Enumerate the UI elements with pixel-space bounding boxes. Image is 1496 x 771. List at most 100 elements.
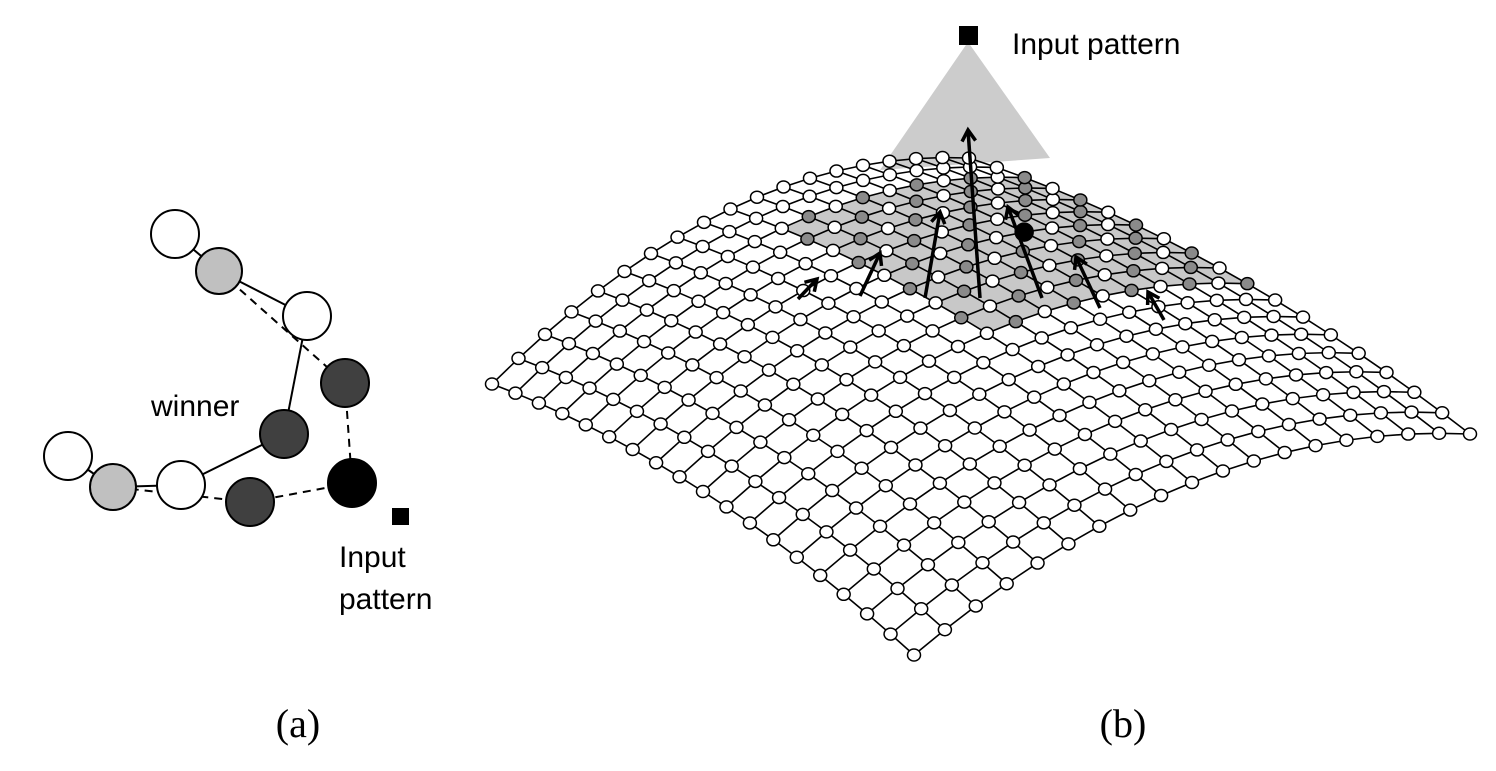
mesh-node [1156, 231, 1172, 246]
updated-chain-link [218, 270, 346, 384]
mesh-node [653, 417, 668, 431]
mesh-node [1175, 340, 1190, 354]
mesh-node [992, 439, 1007, 454]
mesh-node [1103, 447, 1118, 461]
mesh-node [926, 516, 942, 530]
mesh-node [590, 284, 606, 298]
mesh-node [1042, 478, 1057, 492]
mesh-node [1261, 349, 1277, 363]
mesh-node [834, 407, 850, 422]
mesh-node [908, 151, 924, 166]
mesh-node [1251, 424, 1266, 439]
mesh-neighbor-node [1183, 260, 1199, 275]
mesh-node [1209, 293, 1225, 308]
mesh-node [818, 326, 833, 340]
mesh-node [802, 189, 817, 204]
mesh-node [617, 264, 632, 279]
mesh-neighbor-node [1066, 296, 1081, 310]
mesh-node [821, 296, 836, 311]
mesh-node [1180, 296, 1195, 310]
mesh-node [1264, 328, 1279, 342]
mesh-node [1067, 498, 1082, 512]
mesh-node [681, 393, 696, 407]
mesh-node [829, 164, 844, 178]
mesh-node [1323, 328, 1339, 342]
mesh-node [1236, 310, 1252, 325]
mesh-node [979, 326, 995, 341]
mesh-node [921, 354, 937, 368]
mesh-node [1122, 305, 1137, 319]
mesh-node [1293, 327, 1309, 341]
mesh-node [511, 351, 526, 366]
mesh-node [839, 372, 854, 387]
mesh-node [1040, 280, 1055, 295]
mesh-node [812, 568, 828, 583]
caption-a: (a) [276, 701, 320, 746]
mesh-node [1318, 365, 1334, 380]
mesh-node [1052, 408, 1067, 423]
mesh-node [950, 339, 966, 354]
mesh-neighbor-node [1072, 218, 1088, 233]
mesh-node [774, 221, 790, 236]
mesh-node [899, 309, 915, 323]
mesh-neighbor-node [1011, 289, 1026, 303]
mesh-node [1255, 397, 1270, 411]
mesh-node [942, 403, 958, 418]
update-arrow [796, 277, 819, 301]
mesh-node [729, 420, 744, 435]
mesh-node [1142, 373, 1157, 388]
mesh-node [747, 234, 763, 249]
mesh-neighbor-node [906, 233, 922, 248]
mesh-node [936, 188, 951, 203]
mesh-node [677, 430, 692, 445]
mesh-node [629, 404, 645, 419]
mesh-node [749, 190, 765, 204]
mesh-node [1168, 393, 1183, 407]
winner-neuron [327, 458, 377, 508]
mesh-neighbor-node [909, 178, 924, 192]
update-arrowhead [868, 249, 884, 267]
mesh-neighbor-node [1013, 265, 1029, 280]
mesh-node [765, 330, 780, 345]
mesh-node [846, 309, 861, 324]
neuron-white [156, 460, 206, 510]
update-arrowhead [1003, 203, 1020, 221]
update-arrowhead [1072, 253, 1088, 271]
mesh-node [1097, 268, 1112, 282]
update-arrows [796, 126, 1166, 321]
mesh-node [1153, 488, 1169, 503]
mesh-node [1295, 310, 1311, 324]
mesh-node [882, 183, 897, 198]
mesh-node [582, 381, 597, 395]
mesh-neighbor-node [853, 231, 868, 246]
mesh-node [823, 268, 839, 283]
mesh-node [709, 370, 724, 385]
mesh-node [842, 543, 858, 557]
mesh-neighbor-node [908, 213, 923, 227]
mesh-node [827, 220, 842, 235]
mesh-node [733, 384, 748, 398]
mesh-node [564, 305, 579, 319]
update-arrow [1146, 291, 1166, 321]
mesh-node [1034, 331, 1049, 345]
mesh-node [578, 418, 594, 432]
mesh-node [609, 357, 625, 371]
mesh-node [1001, 372, 1016, 387]
mesh-node [866, 562, 882, 576]
neuron-light-grey [195, 247, 243, 295]
mesh-node [748, 211, 764, 226]
mesh-node [1072, 461, 1088, 476]
mesh-node [561, 336, 577, 351]
mesh-node [693, 266, 709, 280]
mesh-node [781, 413, 797, 427]
mesh-neighbor-node [1240, 276, 1255, 291]
mesh-node [1061, 537, 1076, 551]
mesh-node [641, 273, 657, 288]
mesh-node [917, 386, 933, 401]
mesh-node [981, 514, 996, 529]
mesh-node [1155, 245, 1171, 260]
mesh-node [695, 484, 711, 499]
mesh-node [761, 363, 777, 377]
mesh-node [936, 173, 951, 188]
mesh-nodes [484, 150, 1478, 662]
